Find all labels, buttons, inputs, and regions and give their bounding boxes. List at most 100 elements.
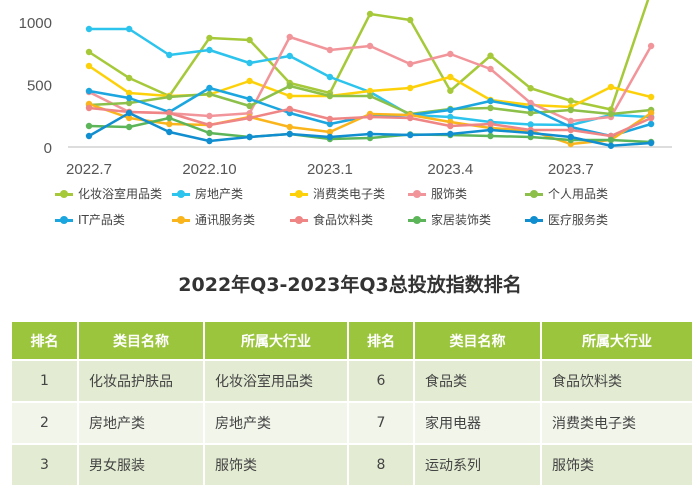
legend-marker [172, 190, 190, 198]
data-point [647, 139, 655, 147]
x-tick-label: 2023.7 [548, 161, 594, 178]
data-point [326, 46, 334, 54]
legend-marker [290, 216, 308, 224]
legend-marker [55, 216, 73, 224]
data-point [366, 130, 374, 138]
legend-label: 消费类电子类 [313, 187, 386, 201]
industry-cell: 食品饮料类 [540, 359, 694, 403]
data-point [567, 106, 574, 114]
data-point [246, 36, 253, 44]
line-chart: 0 500 1000 2022.7 2022.10 2023.1 2023.4 2023.7 [19, 0, 672, 178]
data-point [85, 104, 93, 112]
legend-item: 食品饮料类 [290, 212, 373, 228]
data-point [166, 93, 173, 101]
data-point [326, 115, 334, 123]
data-point [286, 123, 293, 131]
header-industry: 所属大行业 [540, 320, 694, 361]
data-point [85, 62, 93, 70]
data-point [125, 74, 133, 82]
data-point [125, 109, 133, 117]
data-point [487, 65, 494, 73]
legend-item: 个人用品类 [525, 186, 608, 202]
legend-label: 个人用品类 [548, 187, 609, 201]
data-point [206, 84, 213, 92]
rank-cell: 7 [347, 401, 415, 445]
data-point [286, 82, 293, 90]
data-point [206, 90, 213, 98]
data-point [647, 120, 655, 128]
x-tick-label: 2022.7 [66, 161, 112, 178]
data-point [487, 52, 494, 59]
legend-label: 化妆浴室用品类 [78, 187, 163, 201]
data-point [527, 109, 534, 117]
header-category: 类目名称 [413, 320, 542, 361]
category-cell: 房地产类 [77, 401, 205, 445]
data-point [326, 133, 334, 141]
data-point [166, 109, 173, 117]
legend-item: 化妆浴室用品类 [55, 186, 162, 202]
data-point [607, 83, 615, 91]
y-tick-label: 0 [44, 140, 52, 157]
data-point [447, 73, 454, 81]
data-point [487, 104, 494, 112]
data-point [447, 130, 454, 138]
data-point [125, 114, 133, 122]
data-point [85, 132, 93, 140]
table-row: 3 男女服装 服饰类 8 运动系列 服饰类 [10, 443, 694, 487]
category-cell: 食品类 [413, 359, 542, 403]
y-tick-label: 1000 [19, 15, 52, 32]
data-point [647, 114, 655, 122]
industry-cell: 服饰类 [203, 443, 349, 487]
rank-cell: 3 [10, 443, 79, 487]
data-point [326, 120, 334, 128]
data-point [366, 92, 374, 100]
legend-marker [408, 190, 426, 198]
data-point [407, 131, 414, 139]
data-point [286, 130, 293, 138]
data-point [527, 121, 534, 128]
legend-item: 医疗服务类 [525, 212, 608, 228]
data-point [246, 114, 253, 122]
legend-marker [290, 190, 308, 198]
header-rank: 排名 [347, 320, 415, 361]
table-header-row: 排名 类目名称 所属大行业 排名 类目名称 所属大行业 [10, 320, 694, 361]
data-point [246, 95, 253, 103]
data-point [366, 87, 374, 95]
data-point [166, 114, 173, 122]
data-point [286, 92, 293, 100]
data-point [567, 126, 574, 134]
category-cell: 家用电器 [413, 401, 542, 445]
data-point [647, 42, 655, 50]
rank-cell: 6 [347, 359, 415, 403]
data-point [206, 129, 213, 137]
legend-marker [525, 216, 543, 224]
data-point [286, 52, 293, 60]
data-point [286, 105, 293, 113]
data-point [567, 133, 574, 141]
data-point [125, 94, 133, 102]
data-point [607, 106, 615, 113]
legend-marker [525, 190, 543, 198]
x-tick-label: 2023.4 [427, 161, 473, 178]
data-point [85, 87, 93, 95]
data-point [366, 113, 374, 121]
data-point [326, 128, 334, 136]
data-point [166, 120, 173, 128]
data-point [206, 34, 213, 42]
data-point [246, 77, 253, 85]
table-row: 2 房地产类 房地产类 7 家用电器 消费类电子类 [10, 401, 694, 445]
data-point [527, 104, 534, 112]
data-point [487, 97, 494, 105]
data-point [527, 99, 534, 107]
header-category: 类目名称 [77, 320, 205, 361]
data-point [246, 59, 253, 67]
data-point [607, 142, 615, 149]
industry-cell: 房地产类 [203, 401, 349, 445]
data-point [407, 16, 414, 24]
legend-item: 家居装饰类 [408, 212, 491, 228]
legend-label: 食品饮料类 [313, 213, 374, 227]
industry-cell: 化妆浴室用品类 [203, 359, 349, 403]
legend-marker [408, 216, 426, 224]
rank-cell: 8 [347, 443, 415, 487]
industry-cell: 服饰类 [540, 443, 694, 487]
